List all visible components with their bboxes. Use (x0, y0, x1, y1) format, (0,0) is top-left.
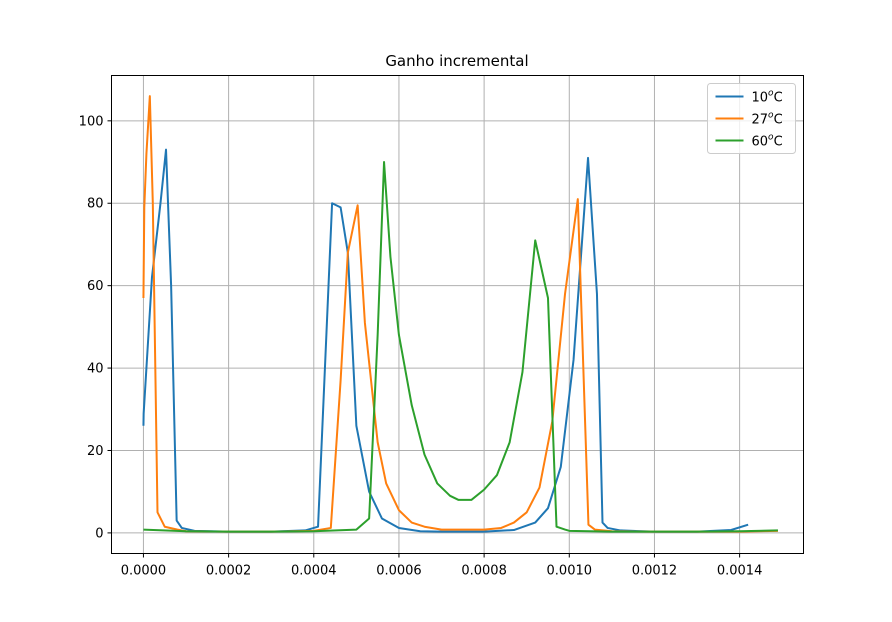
x-tick-label: 0.0014 (717, 564, 763, 579)
x-tick-label: 0.0006 (376, 564, 422, 579)
series-layer (142, 95, 778, 533)
series-line-10 (142, 148, 749, 533)
chart-title: Ganho incremental (385, 52, 528, 70)
y-tick-label: 20 (87, 444, 104, 459)
y-tick-label: 60 (87, 279, 104, 294)
x-tick-label: 0.0004 (291, 564, 337, 579)
legend: 10oC 27oC 60oC (707, 83, 796, 154)
plot-frame (111, 75, 804, 554)
y-tick-label: 40 (87, 362, 104, 377)
ticks: 0.0000 0.0002 0.0004 0.0006 0.0008 0.0010 0.00… (79, 114, 763, 578)
x-tick-label: 0.0012 (632, 564, 678, 579)
x-tick-label: 0.0008 (461, 564, 507, 579)
legend-label-60: 60oC (752, 133, 783, 150)
series-line-27 (142, 95, 778, 533)
x-tick-label: 0.0002 (206, 564, 252, 579)
series-line-60 (143, 161, 778, 533)
grid (111, 75, 804, 554)
x-tick-label: 0.0000 (121, 564, 167, 579)
y-tick-label: 100 (79, 114, 104, 129)
legend-box (707, 83, 796, 154)
legend-label-10: 10oC (752, 89, 783, 106)
x-tick-label: 0.0010 (547, 564, 593, 579)
y-tick-label: 80 (87, 197, 104, 212)
y-tick-label: 0 (95, 526, 103, 541)
legend-label-27: 27oC (752, 111, 783, 128)
